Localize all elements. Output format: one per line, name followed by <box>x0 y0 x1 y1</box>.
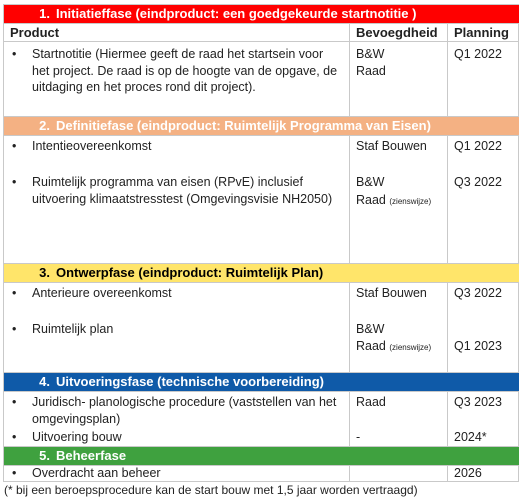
authority-text: Raad <box>356 193 386 207</box>
column-header-product: Product <box>10 25 60 40</box>
list-item: • Startnotitie (Hiermee geeft de raad he… <box>12 46 343 96</box>
planning-text: Q1 2023 <box>454 339 502 353</box>
phase-number: 4. <box>39 374 50 389</box>
authority-text: Staf Bouwen <box>356 139 427 153</box>
column-header-planning: Planning <box>454 25 509 40</box>
bullet-icon: • <box>12 139 17 153</box>
table-row: • Intentieovereenkomst • Ruimtelijk prog… <box>4 136 519 264</box>
product-text: Juridisch- planologische procedure (vast… <box>32 395 337 426</box>
bullet-icon: • <box>12 322 17 336</box>
product-text: Ruimtelijk programma van eisen (RPvE) in… <box>32 175 333 206</box>
authority-text: B&W <box>356 322 385 336</box>
footnote: (* bij een beroepsprocedure kan de start… <box>4 483 418 497</box>
phase-title: Uitvoeringsfase (technische voorbereidin… <box>56 374 325 389</box>
list-item: • Anterieure overeenkomst <box>12 285 343 302</box>
product-text: Startnotitie (Hiermee geeft de raad het … <box>32 47 338 94</box>
phase-4-header: 4. Uitvoeringsfase (technische voorbereid… <box>4 373 519 392</box>
bullet-icon: • <box>12 47 17 61</box>
authority-with-note: Raad (zienswijze) <box>356 338 445 357</box>
list-item: • Overdracht aan beheer <box>12 465 343 482</box>
product-text: Ruimtelijk plan <box>32 322 114 336</box>
product-text: Intentieovereenkomst <box>32 139 152 153</box>
product-text: Uitvoering bouw <box>32 430 122 444</box>
table-row: • Juridisch- planologische procedure (va… <box>4 392 519 447</box>
table-row: • Overdracht aan beheer 2026 <box>4 466 519 482</box>
list-item: • Uitvoering bouw <box>12 429 343 446</box>
authority-text: B&W <box>356 47 385 61</box>
authority-note: (zienswijze) <box>389 197 432 206</box>
phase-title: Ontwerpfase (eindproduct: Ruimtelijk Pla… <box>56 265 324 280</box>
phase-title: Beheerfase <box>56 448 127 463</box>
table-row: • Anterieure overeenkomst • Ruimtelijk p… <box>4 283 519 373</box>
planning-text: Q1 2022 <box>454 139 502 153</box>
list-item: • Intentieovereenkomst <box>12 138 343 155</box>
planning-text: Q3 2023 <box>454 395 502 409</box>
phase-number: 1. <box>39 6 50 21</box>
authority-text: Staf Bouwen <box>356 286 427 300</box>
product-text: Anterieure overeenkomst <box>32 286 172 300</box>
planning-text: 2026 <box>454 466 482 480</box>
planning-text: 2024* <box>454 430 487 444</box>
authority-text: Raad <box>356 339 386 353</box>
list-item: • Ruimtelijk programma van eisen (RPvE) … <box>12 174 343 207</box>
list-item: • Juridisch- planologische procedure (va… <box>12 394 343 427</box>
planning-text: Q3 2022 <box>454 175 502 189</box>
planning-text: Q1 2022 <box>454 47 502 61</box>
phase-1-header: 1. Initiatieffase (eindproduct: een goedg… <box>4 5 519 24</box>
bullet-icon: • <box>12 286 17 300</box>
phase-title: Initiatieffase (eindproduct: een goedgek… <box>56 6 417 21</box>
bullet-icon: • <box>12 395 17 409</box>
phase-5-header: 5. Beheerfase <box>4 447 519 466</box>
planning-text: Q3 2022 <box>454 286 502 300</box>
authority-text: Raad <box>356 395 386 409</box>
table-row: • Startnotitie (Hiermee geeft de raad he… <box>4 42 519 117</box>
phase-number: 2. <box>39 118 50 133</box>
phase-2-header: 2. Definitiefase (eindproduct: Ruimtelijk… <box>4 117 519 136</box>
phase-number: 5. <box>39 448 50 463</box>
column-header-row: Product Bevoegdheid Planning <box>4 24 519 42</box>
column-header-authority: Bevoegdheid <box>356 25 438 40</box>
list-item: • Ruimtelijk plan <box>12 321 343 338</box>
authority-text: Raad <box>356 64 386 78</box>
bullet-icon: • <box>12 430 17 444</box>
bullet-icon: • <box>12 175 17 189</box>
authority-text: B&W <box>356 175 385 189</box>
authority-note: (zienswijze) <box>389 343 432 352</box>
phase-number: 3. <box>39 265 50 280</box>
planning-table: 1. Initiatieffase (eindproduct: een goedg… <box>3 4 519 482</box>
authority-text: - <box>356 430 361 444</box>
product-text: Overdracht aan beheer <box>32 466 161 480</box>
phase-3-header: 3. Ontwerpfase (eindproduct: Ruimtelijk P… <box>4 264 519 283</box>
phase-title: Definitiefase (eindproduct: Ruimtelijk P… <box>56 118 431 133</box>
bullet-icon: • <box>12 466 17 480</box>
authority-with-note: Raad (zienswijze) <box>356 192 445 211</box>
